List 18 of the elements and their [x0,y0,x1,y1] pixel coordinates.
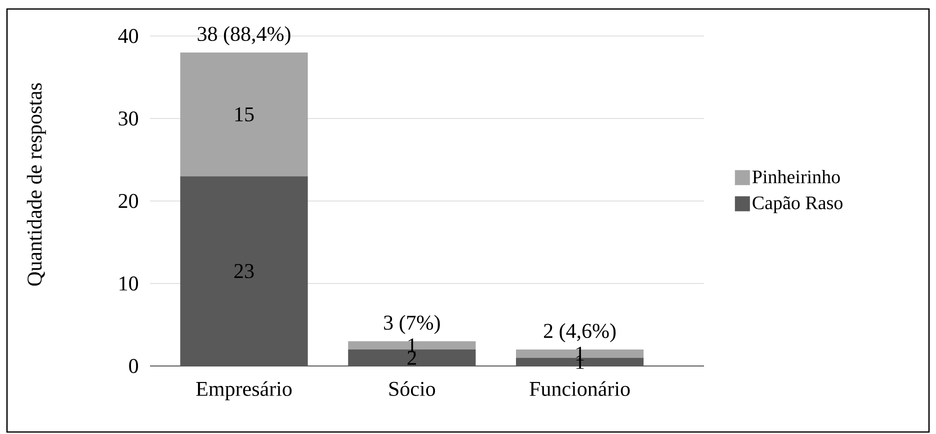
x-tick-label: Funcionário [530,381,630,396]
total-label: 38 (88,4%) [198,26,290,46]
bar [180,52,308,176]
legend-label: Pinheirinho [752,170,840,184]
data-label: 23 [234,264,254,278]
y-tick-label: 10 [120,276,138,291]
total-label: 2 (4,6%) [544,323,616,342]
data-label: 15 [235,107,254,122]
y-tick-label: 40 [118,28,138,44]
legend-label: Capão Raso [752,196,842,214]
x-tick-label: Sócio [389,381,436,396]
y-tick-label: 30 [118,111,138,126]
y-tick-label: 20 [118,194,138,208]
total-label: 3 (7%) [384,315,440,334]
y-tick-label: 0 [129,358,138,374]
data-label: 2 [408,350,416,365]
x-tick-label: Empresário [196,381,292,400]
y-axis-title: Quantidade de respostas [26,83,46,286]
